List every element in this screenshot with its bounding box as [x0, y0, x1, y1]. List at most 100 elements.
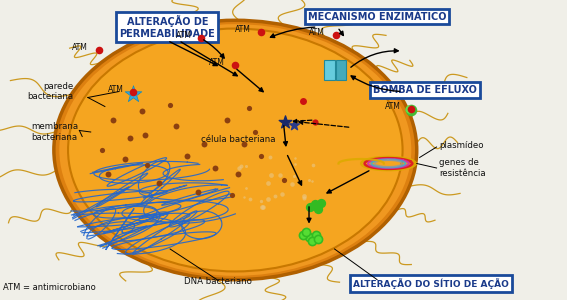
Point [279, 178, 288, 182]
Text: ATM: ATM [108, 85, 124, 94]
Point [308, 162, 317, 167]
Point [290, 162, 299, 167]
Point [120, 157, 129, 161]
Point [126, 136, 135, 140]
Point [291, 156, 300, 161]
Point [310, 119, 319, 124]
Point [290, 173, 299, 178]
Text: parede
bacteriana: parede bacteriana [28, 82, 74, 101]
Text: MECANISMO ENZIMÁTICO: MECANISMO ENZIMÁTICO [308, 11, 446, 22]
Point [270, 193, 280, 198]
Point [280, 119, 289, 124]
Ellipse shape [60, 24, 411, 276]
Text: ATM: ATM [209, 58, 225, 67]
Point [245, 106, 254, 110]
Point [299, 196, 308, 200]
Point [287, 181, 296, 186]
Point [406, 106, 415, 111]
Ellipse shape [54, 20, 417, 280]
Point [299, 232, 308, 237]
Text: ATM: ATM [176, 31, 192, 40]
Point [307, 238, 316, 243]
Text: ATM: ATM [235, 25, 251, 34]
Point [194, 190, 203, 194]
Point [251, 130, 260, 134]
Point [257, 199, 266, 204]
Bar [336, 60, 346, 80]
Point [129, 89, 138, 94]
Point [234, 172, 243, 176]
Point [256, 29, 265, 34]
Text: ATM = antimicrobiano: ATM = antimicrobiano [3, 284, 96, 292]
Point [264, 196, 273, 201]
Point [259, 205, 268, 210]
Point [266, 173, 275, 178]
Bar [324, 60, 335, 80]
Point [166, 103, 175, 107]
Point [143, 163, 152, 167]
Point [317, 200, 326, 205]
Point [264, 181, 273, 186]
Point [236, 164, 245, 169]
Point [307, 238, 316, 243]
Text: membrana
bacteriana: membrana bacteriana [31, 122, 78, 142]
Point [234, 166, 243, 171]
Text: BOMBA DE EFLUXO: BOMBA DE EFLUXO [373, 85, 477, 95]
Point [140, 133, 149, 137]
Point [129, 92, 138, 97]
Point [302, 229, 311, 234]
Point [95, 47, 104, 52]
Text: ALTERAÇÃO DO SÍTIO DE AÇÃO: ALTERAÇÃO DO SÍTIO DE AÇÃO [353, 278, 509, 289]
Point [275, 173, 284, 178]
Text: DNA bacteriano: DNA bacteriano [184, 278, 252, 286]
Point [313, 236, 322, 241]
Text: ALTERAÇÃO DE
PERMEABILIDADE: ALTERAÇÃO DE PERMEABILIDADE [120, 15, 215, 39]
Text: plasmídeo: plasmídeo [439, 141, 484, 150]
Point [313, 206, 322, 211]
Ellipse shape [68, 28, 403, 272]
Point [310, 202, 319, 206]
Point [183, 154, 192, 158]
Point [304, 235, 314, 239]
Point [305, 178, 314, 183]
Point [307, 178, 316, 183]
Point [240, 195, 249, 200]
Point [200, 142, 209, 146]
Point [256, 154, 265, 158]
Point [299, 98, 308, 103]
Point [331, 32, 340, 37]
Point [241, 164, 250, 169]
Text: ATM: ATM [72, 43, 88, 52]
Point [222, 118, 231, 122]
Point [299, 232, 308, 237]
Point [311, 232, 320, 237]
Point [306, 205, 315, 209]
Point [313, 236, 322, 241]
Point [211, 166, 220, 170]
Text: ATM: ATM [385, 102, 401, 111]
Point [228, 193, 237, 197]
Text: genes de
resistência: genes de resistência [439, 158, 486, 178]
Point [257, 205, 266, 210]
Point [239, 142, 248, 146]
Point [171, 124, 180, 128]
Point [231, 62, 240, 67]
Point [300, 194, 309, 199]
Point [103, 172, 112, 176]
Point [278, 192, 287, 197]
Point [137, 109, 146, 113]
Point [98, 148, 107, 152]
Point [311, 232, 320, 237]
Text: célula bacteriana: célula bacteriana [201, 135, 276, 144]
Point [197, 35, 206, 40]
Point [405, 106, 414, 111]
Point [109, 118, 118, 122]
Point [265, 155, 274, 160]
Point [154, 181, 163, 185]
Point [407, 107, 416, 112]
Text: ATM: ATM [309, 28, 325, 37]
Point [241, 185, 250, 190]
Point [302, 229, 311, 234]
Point [245, 196, 254, 201]
Point [304, 235, 314, 239]
